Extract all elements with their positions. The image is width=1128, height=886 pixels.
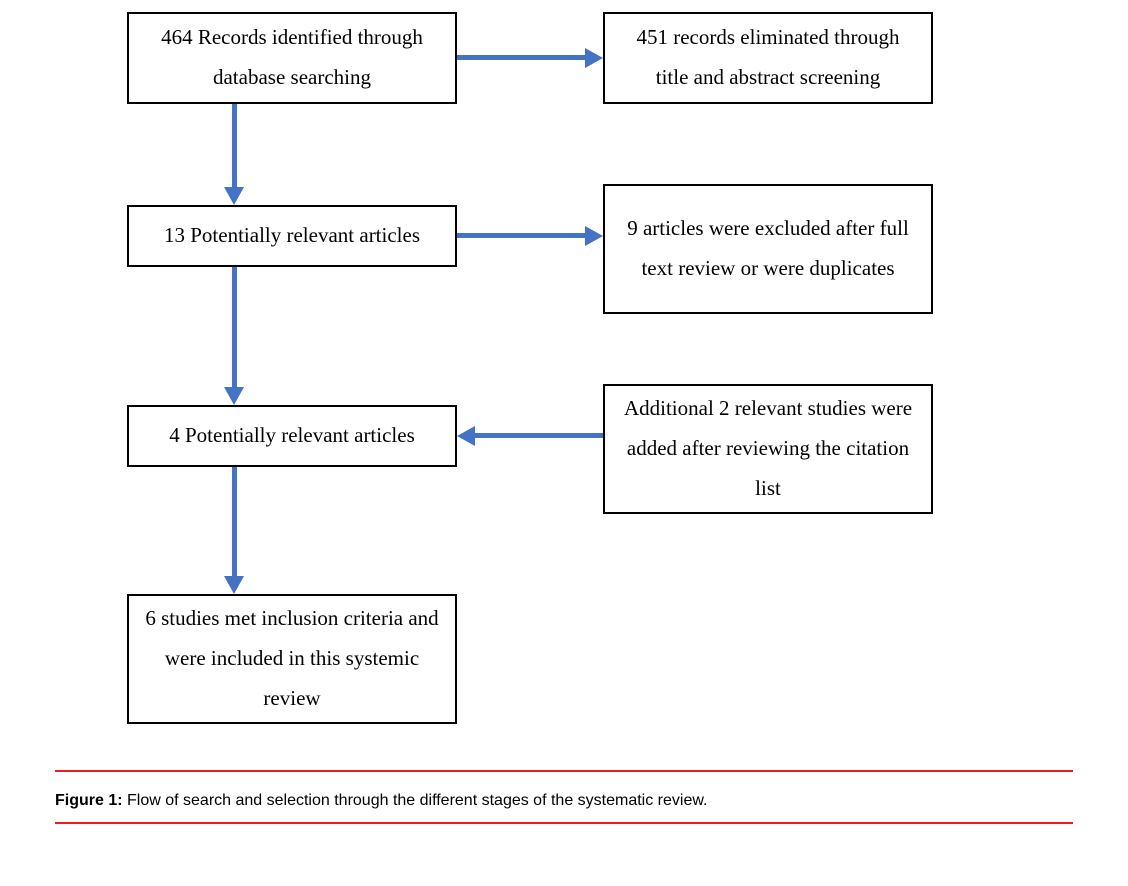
arrow-n6-n5-head (457, 426, 475, 446)
arrow-n1-n2-line (457, 55, 585, 60)
node-label: 464 Records identified through database … (145, 18, 439, 98)
node-potentially-relevant-4: 4 Potentially relevant articles (127, 405, 457, 467)
node-excluded-9: 9 articles were excluded after full text… (603, 184, 933, 314)
caption-top-rule (55, 770, 1073, 772)
node-label: 451 records eliminated through title and… (621, 18, 915, 98)
arrow-n3-n5-line (232, 267, 237, 387)
arrow-n3-n5-head (224, 387, 244, 405)
node-additional-2: Additional 2 relevant studies were added… (603, 384, 933, 514)
node-label: 13 Potentially relevant articles (164, 216, 420, 256)
figure-caption-text: Flow of search and selection through the… (123, 792, 708, 809)
arrow-n1-n3-line (232, 104, 237, 187)
arrow-n3-n4-head (585, 226, 603, 246)
node-potentially-relevant-13: 13 Potentially relevant articles (127, 205, 457, 267)
arrow-n1-n2-head (585, 48, 603, 68)
arrow-n5-n7-line (232, 467, 237, 576)
arrow-n3-n4-line (457, 233, 585, 238)
node-records-identified: 464 Records identified through database … (127, 12, 457, 104)
node-label: 9 articles were excluded after full text… (621, 209, 915, 289)
caption-bottom-rule (55, 822, 1073, 824)
flowchart-canvas: 464 Records identified through database … (0, 0, 1128, 886)
arrow-n5-n7-head (224, 576, 244, 594)
node-included-6: 6 studies met inclusion criteria and wer… (127, 594, 457, 724)
figure-caption: Figure 1: Flow of search and selection t… (55, 792, 707, 810)
figure-caption-label: Figure 1: (55, 792, 123, 809)
arrow-n6-n5-line (475, 433, 603, 438)
node-records-eliminated: 451 records eliminated through title and… (603, 12, 933, 104)
node-label: 4 Potentially relevant articles (169, 416, 415, 456)
node-label: Additional 2 relevant studies were added… (621, 389, 915, 509)
node-label: 6 studies met inclusion criteria and wer… (145, 599, 439, 719)
arrow-n1-n3-head (224, 187, 244, 205)
